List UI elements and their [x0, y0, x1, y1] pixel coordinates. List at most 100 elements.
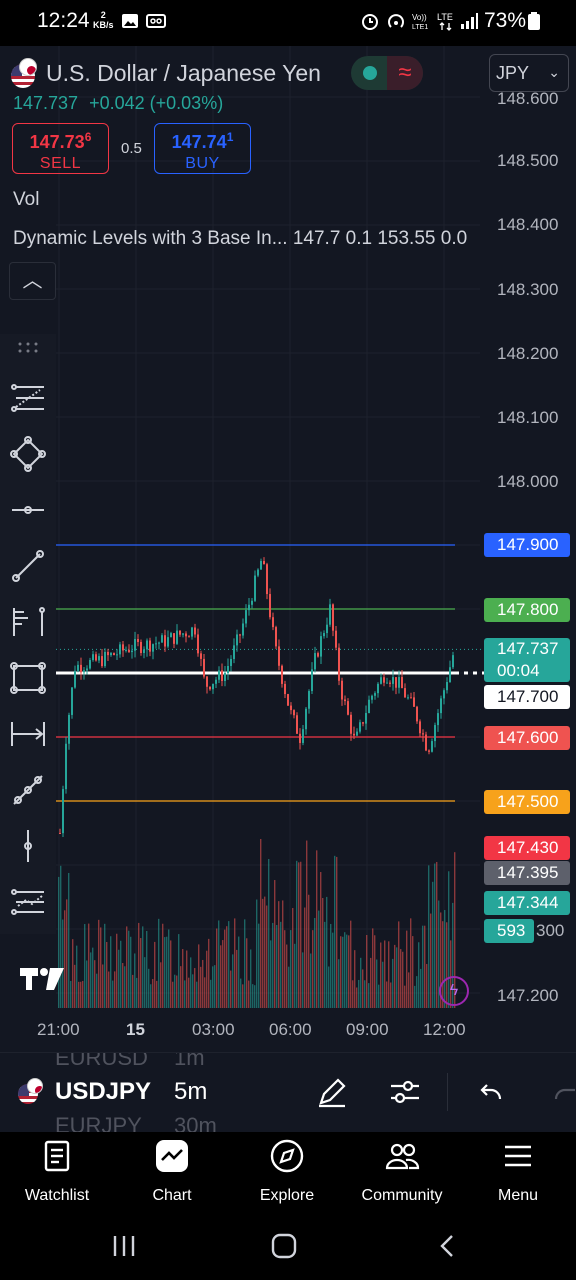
drag-handle-icon[interactable] — [8, 338, 48, 358]
templates-icon[interactable] — [8, 882, 48, 922]
time-axis[interactable]: 21:00 15 03:00 06:00 09:00 12:00 — [0, 1008, 576, 1056]
volume-bar — [394, 944, 396, 1008]
candle-body — [146, 640, 148, 650]
timeframe-selector[interactable]: 5m — [174, 1078, 208, 1105]
volume-bar — [192, 974, 194, 1008]
candle-body — [404, 688, 406, 698]
market-status-toggle[interactable]: ≈ — [351, 56, 423, 90]
net-speed: 2 KB/s — [93, 10, 114, 30]
volume-bar — [288, 966, 290, 1008]
volume-bar — [260, 838, 262, 1008]
price-axis-label: 148.200 — [497, 344, 559, 363]
anchored-text-icon[interactable] — [8, 602, 48, 642]
volume-bar — [340, 936, 342, 1008]
ghost-symbol-bottom: EURJPY — [55, 1113, 142, 1132]
horizontal-line-icon[interactable] — [8, 490, 48, 530]
pattern-tool-icon[interactable] — [8, 434, 48, 474]
candle-body — [209, 686, 211, 690]
recent-apps-icon[interactable] — [110, 1232, 138, 1260]
nav-community[interactable]: Community — [352, 1132, 452, 1212]
volume-bar — [250, 949, 252, 1008]
volume-bar — [174, 974, 176, 1008]
volume-bar — [382, 961, 384, 1008]
trend-line-icon[interactable] — [8, 546, 48, 586]
volume-bar — [78, 981, 80, 1008]
volume-bar — [358, 979, 360, 1008]
volume-bar — [278, 901, 280, 1008]
volume-bar — [146, 930, 148, 1008]
nav-label: Chart — [152, 1187, 192, 1204]
volume-bar — [432, 881, 434, 1008]
candle-body — [272, 617, 274, 628]
alarm-icon — [362, 14, 378, 30]
candle-body — [170, 633, 172, 638]
volume-bar — [126, 926, 128, 1008]
bolt-icon[interactable]: ϟ — [439, 976, 469, 1006]
undo-icon[interactable] — [474, 1075, 508, 1109]
volume-bar — [294, 943, 296, 1008]
high-tag: 147.430 — [484, 836, 570, 860]
volume-bar — [138, 922, 140, 1008]
candle-body — [149, 640, 151, 652]
candle-body — [392, 677, 394, 684]
vertical-line-icon[interactable] — [8, 826, 48, 866]
hotspot-icon — [388, 14, 404, 28]
volume-bar — [424, 925, 426, 1008]
symbol-selector[interactable]: USDJPY — [55, 1078, 152, 1105]
currency-value: JPY — [496, 63, 530, 83]
buy-button[interactable]: 147.741 BUY — [154, 123, 251, 174]
candle-body — [290, 705, 292, 711]
candle-body — [161, 635, 163, 643]
volume-bar — [320, 872, 322, 1008]
candle-body — [407, 697, 409, 699]
volume-bar — [176, 975, 178, 1008]
volume-bar — [134, 953, 136, 1008]
buy-price: 147.741 — [171, 130, 234, 152]
candle-body — [164, 635, 166, 647]
volume-bar — [332, 932, 334, 1008]
candle-body — [338, 647, 340, 681]
date-range-icon[interactable] — [8, 714, 48, 754]
candle-body — [212, 683, 214, 690]
nav-menu[interactable]: Menu — [468, 1132, 568, 1212]
candle-body — [152, 644, 154, 652]
volume-bar — [386, 981, 388, 1008]
candle-body — [293, 710, 295, 716]
indicators-settings-icon[interactable] — [388, 1075, 422, 1109]
volume-indicator-label[interactable]: Vol — [13, 189, 40, 210]
volume-bar — [248, 980, 250, 1008]
candle-body — [131, 650, 133, 653]
rectangle-icon[interactable] — [8, 658, 48, 698]
sell-button[interactable]: 147.736 SELL — [12, 123, 109, 174]
volume-bar — [416, 976, 418, 1008]
home-icon[interactable] — [270, 1232, 298, 1260]
price-chart[interactable] — [0, 46, 576, 1008]
chart-area[interactable]: U.S. Dollar / Japanese Yen ≈ JPY ⌄ 147.7… — [0, 46, 576, 1039]
sell-price: 147.736 — [29, 130, 92, 152]
candle-body — [284, 683, 286, 695]
volume-bar — [242, 984, 244, 1008]
volume-bar — [96, 973, 98, 1008]
candle-body — [362, 722, 364, 724]
volume-bar — [66, 899, 68, 1008]
redo-icon[interactable] — [550, 1075, 576, 1109]
pencil-icon[interactable] — [315, 1075, 349, 1109]
volume-bar — [244, 919, 246, 1008]
candle-body — [413, 697, 415, 707]
candle-body — [101, 656, 103, 667]
candle-body — [176, 630, 178, 644]
volume-bar — [84, 924, 86, 1008]
nav-chart[interactable]: Chart — [122, 1132, 222, 1212]
fib-retracement-icon[interactable] — [8, 378, 48, 418]
currency-select[interactable]: JPY ⌄ — [489, 54, 569, 92]
collapse-indicators-button[interactable]: ︿ — [9, 262, 56, 300]
candle-body — [329, 604, 331, 625]
volume-bar — [370, 957, 372, 1008]
symbol-title[interactable]: U.S. Dollar / Japanese Yen — [46, 60, 321, 86]
back-icon[interactable] — [434, 1232, 462, 1260]
dynamic-levels-indicator-label[interactable]: Dynamic Levels with 3 Base In... 147.7 0… — [13, 228, 468, 249]
nav-explore[interactable]: Explore — [237, 1132, 337, 1212]
volume-bar — [414, 985, 416, 1008]
path-tool-icon[interactable] — [8, 770, 48, 810]
nav-watchlist[interactable]: Watchlist — [7, 1132, 107, 1212]
